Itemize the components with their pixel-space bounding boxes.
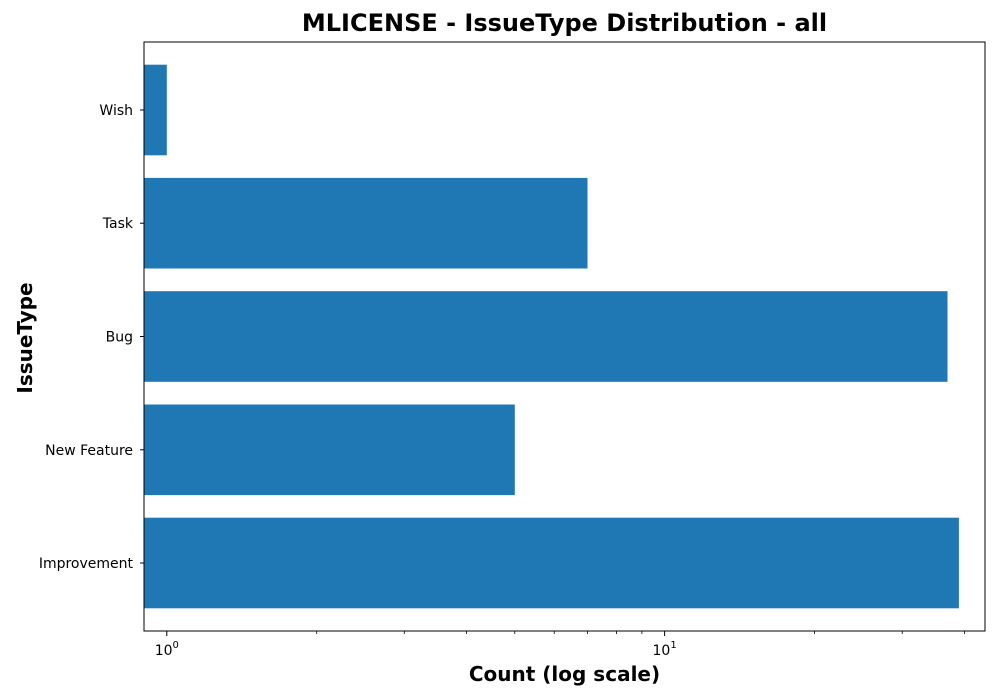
bar-bug (144, 291, 948, 382)
x-tick-label: 101 (652, 640, 676, 659)
y-tick-label: Task (102, 216, 134, 232)
axes-frame (143, 41, 986, 632)
bar-new-feature (144, 404, 515, 496)
y-tick-label: Bug (106, 330, 133, 346)
y-tick-label: Wish (99, 103, 133, 119)
y-tick-label: New Feature (45, 443, 133, 459)
chart-title: MLICENSE - IssueType Distribution - all (301, 9, 828, 37)
y-axis-label: IssueType (13, 282, 37, 394)
y-tick-label: Improvement (39, 556, 134, 572)
bar-task (144, 177, 588, 269)
x-axis-label: Count (log scale) (468, 662, 661, 686)
x-tick-label: 100 (155, 640, 179, 659)
bar-improvement (144, 517, 959, 609)
bar-wish (144, 64, 167, 156)
